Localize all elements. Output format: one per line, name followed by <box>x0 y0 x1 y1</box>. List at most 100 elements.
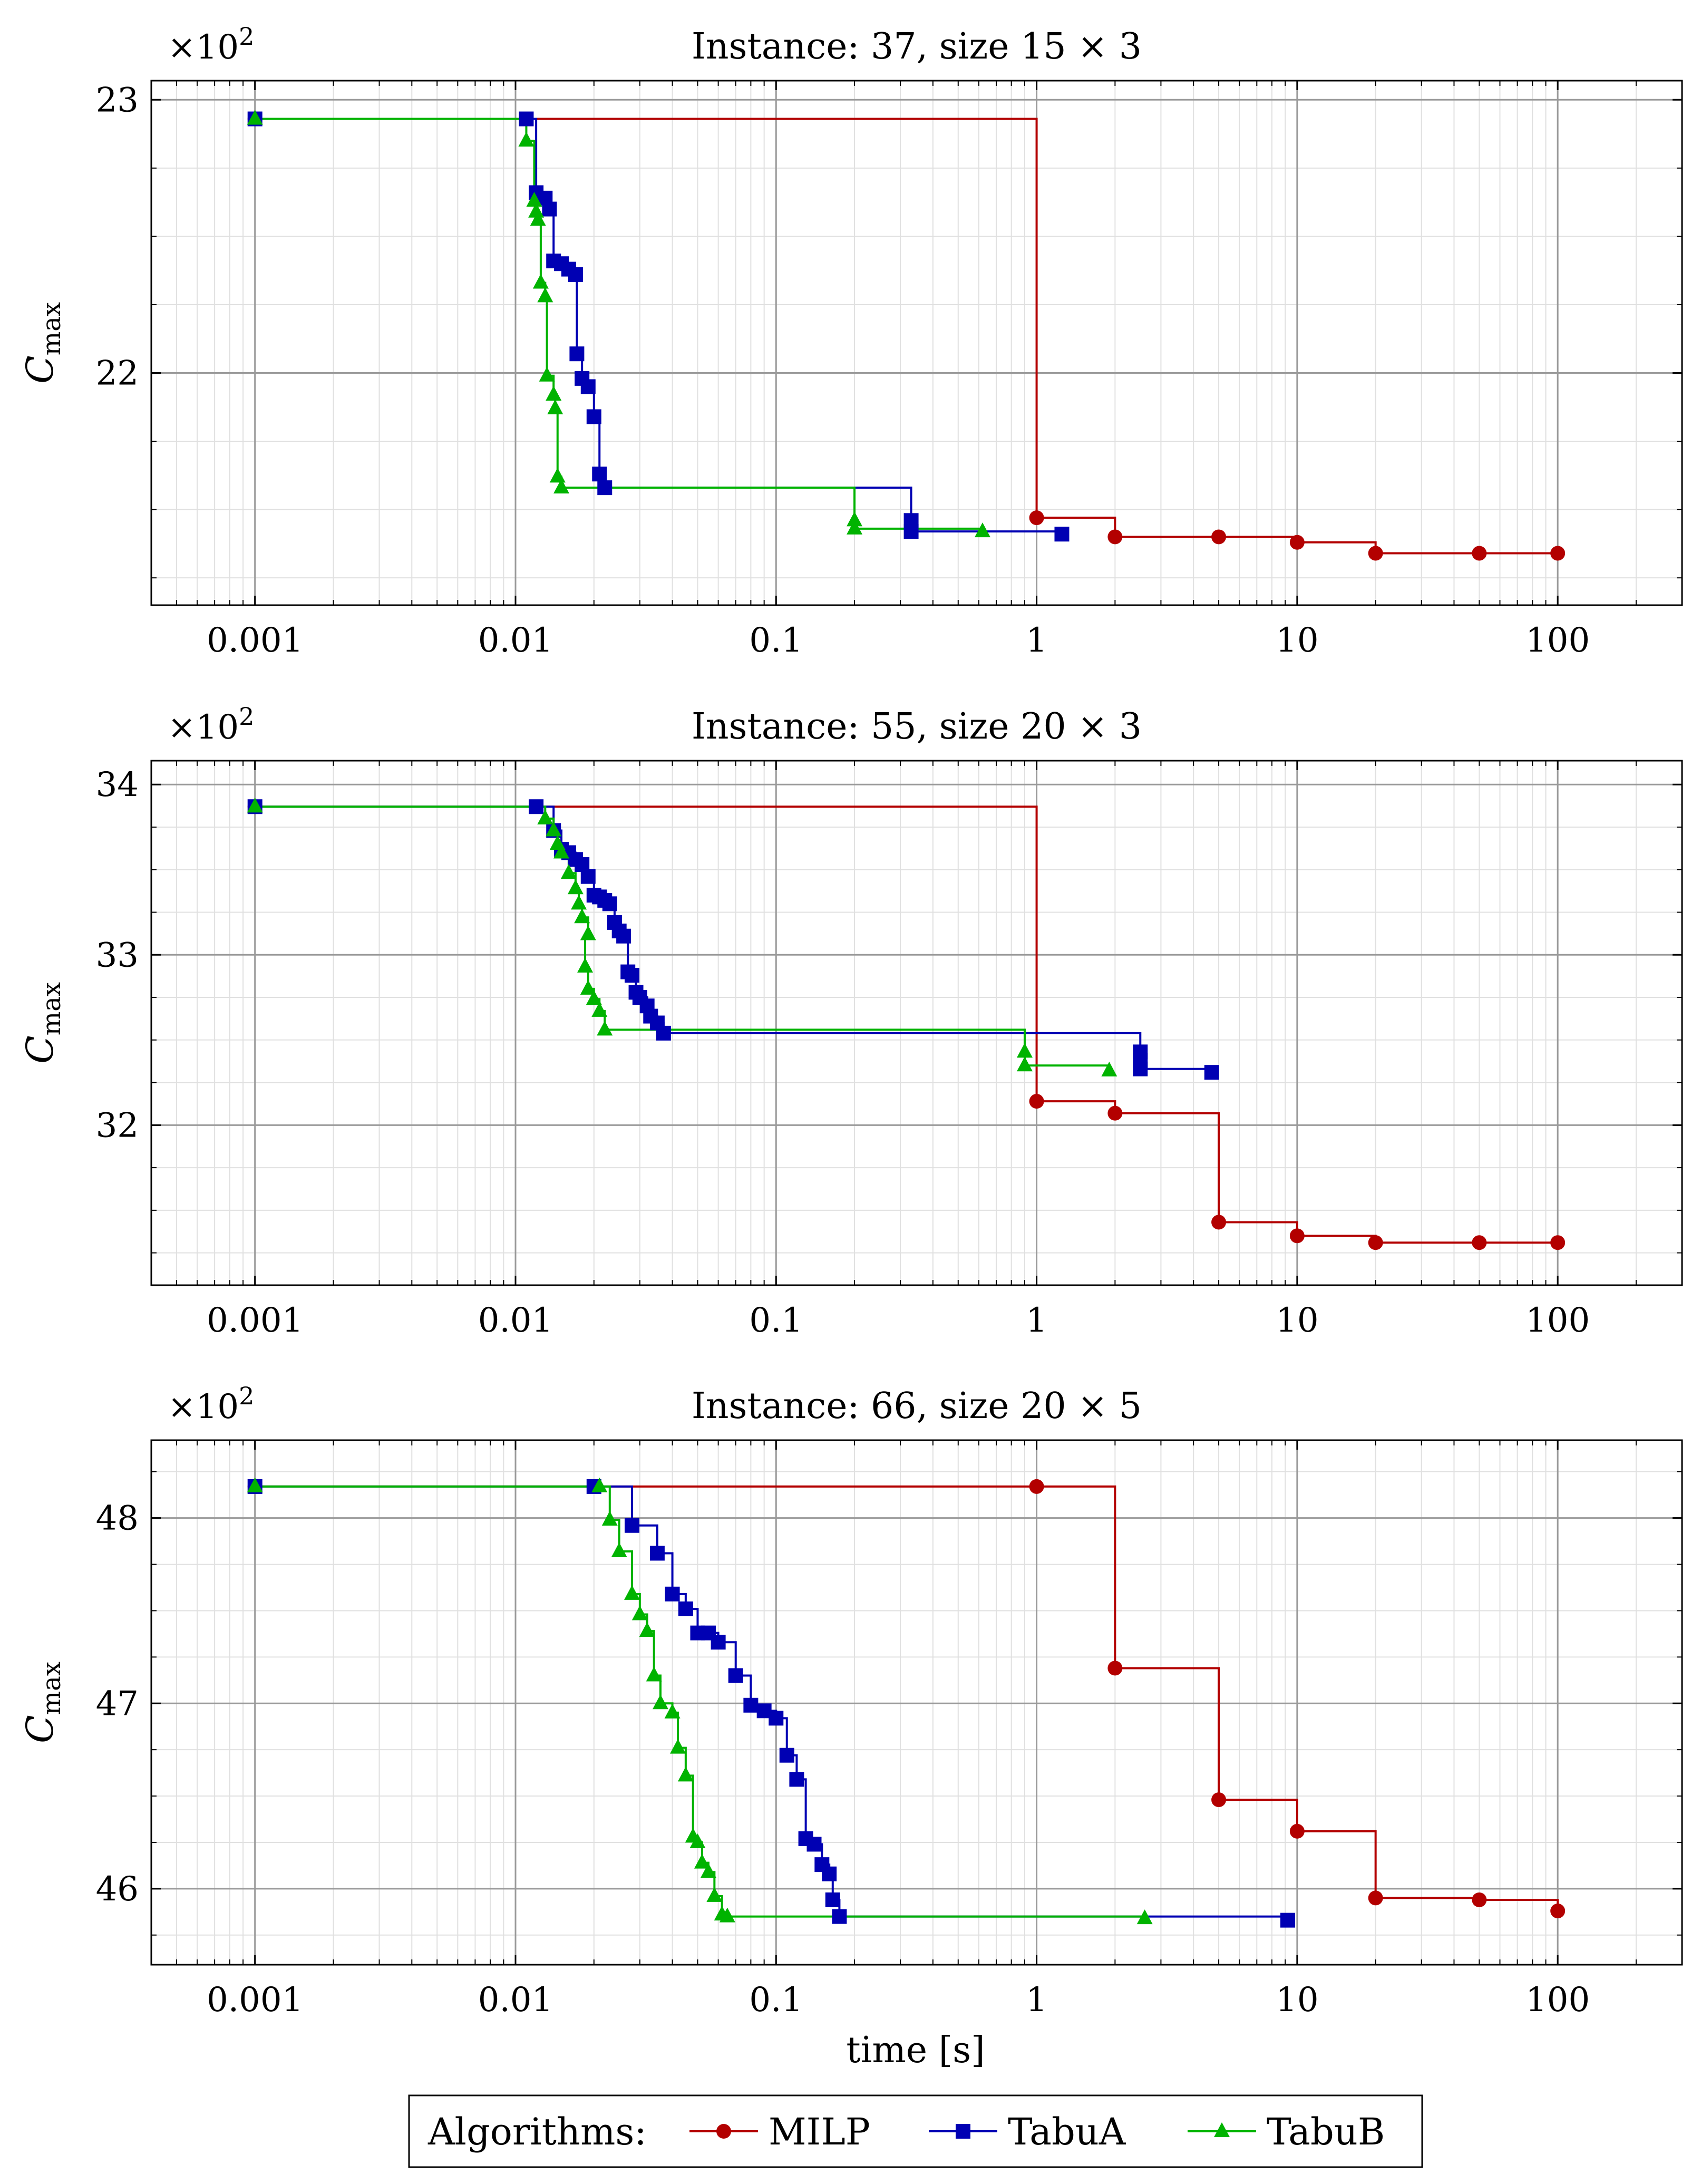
data-point-tabub <box>546 821 562 837</box>
data-point-tabub <box>611 1542 627 1557</box>
chart-title: Instance: 66, size 20 × 5 <box>692 1385 1142 1427</box>
grid-lines <box>151 1440 1682 1965</box>
legend-marker-tabub <box>1214 2122 1230 2137</box>
data-point-milp <box>1029 510 1044 526</box>
plot-frame <box>150 1439 1683 1966</box>
data-point-tabub <box>974 522 990 538</box>
data-point-tabua <box>743 1697 759 1713</box>
data-point-tabub <box>847 519 863 535</box>
data-point-tabua <box>822 1866 837 1881</box>
y-tick-label: 23 <box>96 81 139 120</box>
y-axis-label: Cmax <box>18 982 66 1064</box>
data-point-milp <box>1107 529 1123 545</box>
data-point-tabua <box>779 1748 794 1763</box>
data-point-tabua <box>711 1635 726 1650</box>
data-point-tabub <box>560 864 577 879</box>
series-markers-tabua <box>247 1479 1295 1928</box>
data-point-tabua <box>789 1772 804 1787</box>
x-tick-label: 10 <box>1276 1301 1318 1340</box>
data-point-tabub <box>694 1853 710 1869</box>
y-scale-label: ×102 <box>168 702 254 747</box>
data-point-tabua <box>1280 1913 1295 1928</box>
data-point-tabua <box>1054 527 1070 542</box>
data-point-milp <box>1289 1228 1305 1244</box>
data-point-tabub <box>567 879 584 895</box>
data-point-tabua <box>806 1837 822 1852</box>
x-tick-label: 0.1 <box>749 1301 803 1340</box>
data-point-tabub <box>700 1863 716 1878</box>
y-tick-label: 47 <box>96 1684 139 1723</box>
data-point-tabua <box>832 1909 847 1924</box>
data-point-milp <box>1029 1479 1044 1494</box>
data-point-tabub <box>247 798 263 813</box>
data-point-tabua <box>519 111 534 127</box>
series-markers-milp <box>247 1479 1566 1919</box>
data-point-tabub <box>553 479 570 494</box>
plot-frame <box>150 80 1683 606</box>
data-point-tabub <box>571 895 587 910</box>
data-point-tabua <box>678 1601 693 1616</box>
data-point-tabub <box>586 990 602 1005</box>
data-point-tabub <box>1101 1061 1117 1076</box>
series-layer <box>247 798 1566 1250</box>
series-markers-tabub <box>247 798 1117 1076</box>
data-point-tabua <box>903 524 919 539</box>
data-point-tabua <box>825 1892 840 1907</box>
series-layer <box>247 1477 1566 1928</box>
data-point-milp <box>1550 1235 1566 1250</box>
data-point-milp <box>1107 1661 1123 1676</box>
data-point-milp <box>1211 1792 1227 1808</box>
data-point-tabua <box>656 1025 671 1041</box>
series-line-tabua <box>255 118 1063 535</box>
legend-label-tabub: TabuB <box>1267 2110 1385 2153</box>
y-axis-label: Cmax <box>18 302 66 384</box>
y-tick-label: 22 <box>96 354 139 393</box>
legend-label-milp: MILP <box>769 2110 870 2153</box>
data-point-tabub <box>597 1021 613 1036</box>
data-point-tabub <box>526 192 542 207</box>
data-point-tabub <box>547 399 563 414</box>
data-point-tabua <box>769 1711 784 1726</box>
data-point-milp <box>1472 546 1487 561</box>
data-point-tabua <box>625 968 640 983</box>
x-tick-label: 100 <box>1525 621 1590 660</box>
x-tick-label: 0.1 <box>749 1981 803 2020</box>
x-tick-label: 0.01 <box>478 1981 553 2020</box>
y-axis-label: Cmax <box>18 1662 66 1743</box>
data-point-tabub <box>549 468 566 483</box>
x-tick-label: 0.1 <box>749 621 803 660</box>
data-point-tabub <box>537 287 553 303</box>
series-markers-tabub <box>247 110 990 538</box>
data-point-tabua <box>586 409 601 424</box>
data-point-tabub <box>574 908 590 924</box>
data-point-tabub <box>546 385 562 401</box>
data-point-tabub <box>631 1605 648 1620</box>
x-tick-label: 0.001 <box>207 1301 303 1340</box>
y-tick-label: 34 <box>96 765 139 804</box>
data-point-milp <box>1472 1235 1487 1250</box>
grid-lines <box>151 761 1682 1285</box>
data-point-tabub <box>677 1766 694 1782</box>
y-tick-label: 32 <box>96 1106 139 1145</box>
data-point-milp <box>1029 1094 1044 1109</box>
x-tick-label: 1 <box>1026 1981 1047 2020</box>
y-scale-label: ×102 <box>168 1382 254 1426</box>
x-tick-label: 1 <box>1026 621 1047 660</box>
data-point-tabub <box>530 211 546 226</box>
data-point-milp <box>1368 1890 1383 1906</box>
data-point-milp <box>1550 1904 1566 1919</box>
series-line-tabub <box>255 118 984 532</box>
series-line-tabua <box>255 805 1213 1073</box>
series-markers-tabua <box>247 799 1219 1080</box>
grid-lines <box>151 81 1682 605</box>
data-point-milp <box>1368 546 1383 561</box>
y-scale-label: ×102 <box>168 22 254 67</box>
data-point-tabub <box>719 1907 735 1923</box>
chart-title: Instance: 37, size 15 × 3 <box>692 26 1142 67</box>
data-point-milp <box>1211 529 1227 545</box>
x-tick-label: 0.001 <box>207 621 303 660</box>
series-line-milp <box>255 805 1558 1244</box>
chart-title: Instance: 55, size 20 × 3 <box>692 706 1142 748</box>
data-point-tabua <box>616 928 631 944</box>
chart-panel-instance-55: 0.001 0.01 0.1 1 10 100 32 33 34 Instance: 55, s… <box>18 702 1683 1340</box>
